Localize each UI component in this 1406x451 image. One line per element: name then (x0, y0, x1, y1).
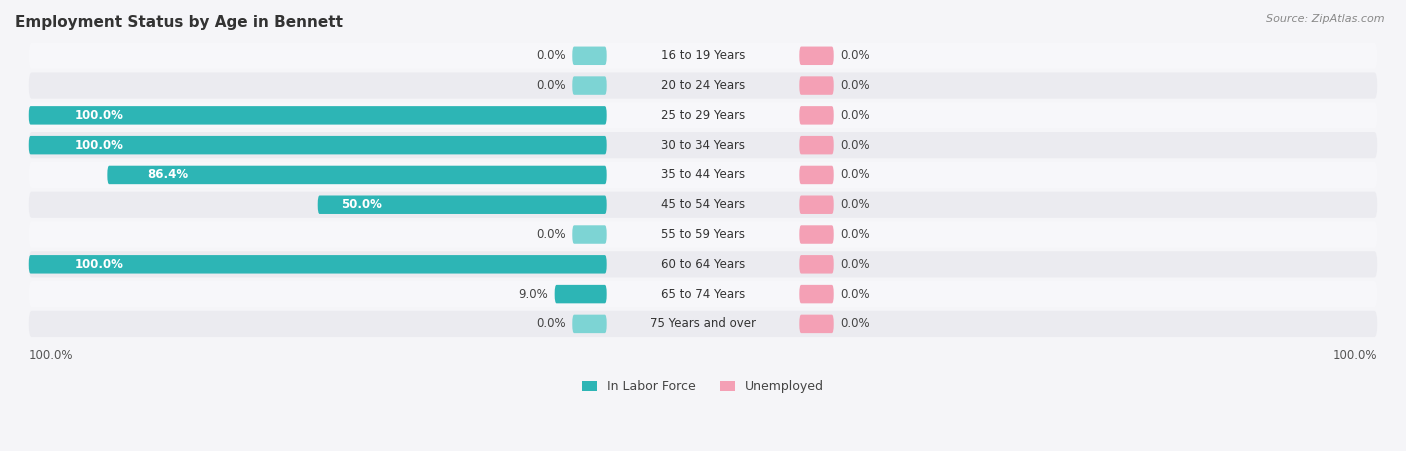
FancyBboxPatch shape (28, 311, 1378, 337)
FancyBboxPatch shape (28, 162, 1378, 188)
Text: 100.0%: 100.0% (1333, 349, 1378, 362)
FancyBboxPatch shape (28, 43, 1378, 69)
FancyBboxPatch shape (28, 255, 606, 274)
FancyBboxPatch shape (28, 106, 606, 124)
Text: 100.0%: 100.0% (75, 109, 124, 122)
Text: 0.0%: 0.0% (841, 138, 870, 152)
FancyBboxPatch shape (28, 251, 1378, 277)
FancyBboxPatch shape (800, 285, 834, 304)
FancyBboxPatch shape (28, 102, 1378, 129)
FancyBboxPatch shape (800, 195, 834, 214)
Text: 60 to 64 Years: 60 to 64 Years (661, 258, 745, 271)
Text: 0.0%: 0.0% (841, 318, 870, 331)
Text: 30 to 34 Years: 30 to 34 Years (661, 138, 745, 152)
Text: 50.0%: 50.0% (340, 198, 381, 211)
Text: 0.0%: 0.0% (841, 49, 870, 62)
Text: 55 to 59 Years: 55 to 59 Years (661, 228, 745, 241)
FancyBboxPatch shape (800, 166, 834, 184)
FancyBboxPatch shape (800, 315, 834, 333)
FancyBboxPatch shape (800, 76, 834, 95)
FancyBboxPatch shape (800, 136, 834, 154)
Text: 0.0%: 0.0% (841, 228, 870, 241)
Text: 65 to 74 Years: 65 to 74 Years (661, 288, 745, 301)
Text: 25 to 29 Years: 25 to 29 Years (661, 109, 745, 122)
Text: 0.0%: 0.0% (536, 318, 565, 331)
Text: Source: ZipAtlas.com: Source: ZipAtlas.com (1267, 14, 1385, 23)
Text: 0.0%: 0.0% (841, 79, 870, 92)
Text: 100.0%: 100.0% (28, 349, 73, 362)
FancyBboxPatch shape (107, 166, 606, 184)
FancyBboxPatch shape (555, 285, 606, 304)
FancyBboxPatch shape (800, 106, 834, 124)
FancyBboxPatch shape (28, 136, 606, 154)
Text: 20 to 24 Years: 20 to 24 Years (661, 79, 745, 92)
Text: 86.4%: 86.4% (148, 168, 188, 181)
Text: 16 to 19 Years: 16 to 19 Years (661, 49, 745, 62)
FancyBboxPatch shape (572, 46, 606, 65)
Text: 100.0%: 100.0% (75, 258, 124, 271)
FancyBboxPatch shape (28, 192, 1378, 218)
Text: 0.0%: 0.0% (536, 49, 565, 62)
FancyBboxPatch shape (28, 281, 1378, 307)
Text: Employment Status by Age in Bennett: Employment Status by Age in Bennett (15, 15, 343, 30)
FancyBboxPatch shape (572, 315, 606, 333)
Text: 0.0%: 0.0% (841, 288, 870, 301)
Text: 75 Years and over: 75 Years and over (650, 318, 756, 331)
FancyBboxPatch shape (318, 195, 606, 214)
FancyBboxPatch shape (28, 132, 1378, 158)
FancyBboxPatch shape (572, 226, 606, 244)
Text: 0.0%: 0.0% (841, 168, 870, 181)
FancyBboxPatch shape (800, 226, 834, 244)
Text: 100.0%: 100.0% (75, 138, 124, 152)
FancyBboxPatch shape (572, 76, 606, 95)
Legend: In Labor Force, Unemployed: In Labor Force, Unemployed (576, 375, 830, 398)
Text: 0.0%: 0.0% (536, 228, 565, 241)
Text: 9.0%: 9.0% (517, 288, 548, 301)
FancyBboxPatch shape (800, 255, 834, 274)
Text: 0.0%: 0.0% (841, 198, 870, 211)
Text: 45 to 54 Years: 45 to 54 Years (661, 198, 745, 211)
FancyBboxPatch shape (28, 221, 1378, 248)
Text: 0.0%: 0.0% (841, 109, 870, 122)
FancyBboxPatch shape (28, 73, 1378, 99)
Text: 35 to 44 Years: 35 to 44 Years (661, 168, 745, 181)
FancyBboxPatch shape (800, 46, 834, 65)
Text: 0.0%: 0.0% (536, 79, 565, 92)
Text: 0.0%: 0.0% (841, 258, 870, 271)
